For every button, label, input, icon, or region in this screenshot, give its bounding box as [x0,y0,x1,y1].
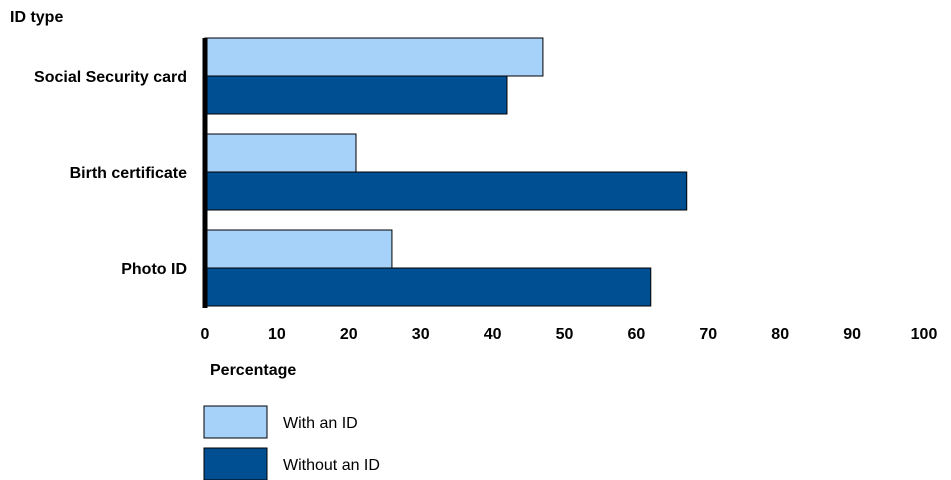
bars-group [204,37,688,307]
x-tick-label: 80 [771,326,789,343]
bar-photo-id-with-an-id [204,229,393,269]
x-tick-label: 10 [268,326,286,343]
x-tick-label: 20 [340,326,358,343]
x-tick-label: 50 [556,326,574,343]
bar-birth-certificate-without-an-id [204,171,688,211]
x-tick-label: 60 [628,326,646,343]
legend: With an ID Without an ID [203,405,380,480]
legend-label: Without an ID [283,457,380,474]
x-axis-title: Percentage [210,362,296,379]
x-tick-label: 30 [412,326,430,343]
legend-swatch [203,405,268,439]
bar-birth-certificate-with-an-id [204,133,357,173]
legend-swatch [203,447,268,480]
category-label: Social Security card [34,69,187,86]
x-tick-label: 90 [843,326,861,343]
x-tick-label: 100 [911,326,938,343]
bar-photo-id-without-an-id [204,267,652,307]
category-label: Photo ID [121,261,187,278]
category-label: Birth certificate [70,165,187,182]
x-tick-label: 40 [484,326,502,343]
bar-social-security-card-without-an-id [204,75,508,115]
legend-label: With an ID [283,415,358,432]
x-tick-labels: 0 10 20 30 40 50 60 70 80 90 100 [201,326,938,343]
bar-social-security-card-with-an-id [204,37,544,77]
y-axis-title: ID type [10,9,63,26]
category-labels: Social Security card Birth certificate Pho… [34,69,187,278]
x-tick-label: 70 [699,326,717,343]
x-tick-label: 0 [201,326,210,343]
